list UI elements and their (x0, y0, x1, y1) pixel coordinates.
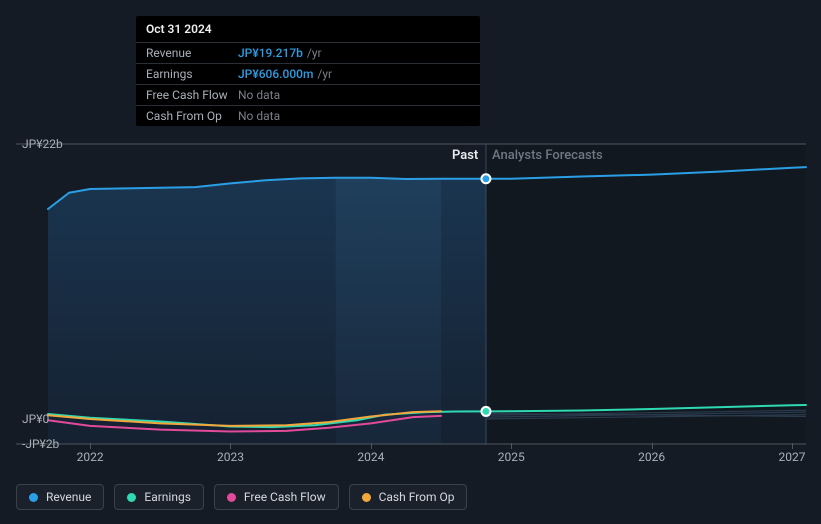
legend-dot-icon (227, 493, 236, 502)
x-tick-mark (371, 443, 372, 449)
x-tick-mark (511, 443, 512, 449)
chart-tooltip: Oct 31 2024RevenueJP¥19.217b/yrEarningsJ… (136, 16, 480, 126)
tooltip-row-value: No data (238, 109, 280, 123)
tooltip-row: Cash From OpNo data (136, 105, 480, 126)
tooltip-row-label: Revenue (146, 46, 238, 60)
crosshair-dot-revenue (481, 174, 490, 183)
legend-item-fcf[interactable]: Free Cash Flow (214, 484, 339, 510)
tooltip-row-value: No data (238, 88, 280, 102)
tooltip-row-label: Cash From Op (146, 109, 238, 123)
x-tick-label: 2023 (217, 450, 244, 464)
tooltip-row-value: JP¥19.217b (238, 46, 303, 60)
tooltip-row-label: Free Cash Flow (146, 88, 238, 102)
tooltip-row-value: JP¥606.000m (238, 67, 313, 81)
tooltip-row: RevenueJP¥19.217b/yr (136, 42, 480, 63)
x-tick-label: 2027 (778, 450, 805, 464)
legend-item-cfo[interactable]: Cash From Op (349, 484, 468, 510)
x-tick-label: 2024 (357, 450, 384, 464)
crosshair-dot-earnings (481, 407, 490, 416)
x-tick-mark (230, 443, 231, 449)
section-label-past: Past (452, 148, 478, 163)
x-tick-mark (792, 443, 793, 449)
legend: Revenue Earnings Free Cash Flow Cash From O… (16, 484, 467, 510)
tooltip-row: Free Cash FlowNo data (136, 84, 480, 105)
x-tick-label: 2022 (77, 450, 104, 464)
y-tick-label: -JP¥2b (22, 437, 59, 451)
tooltip-date: Oct 31 2024 (136, 16, 480, 42)
x-tick-label: 2026 (638, 450, 665, 464)
tooltip-row: EarningsJP¥606.000m/yr (136, 63, 480, 84)
tooltip-row-unit: /yr (307, 46, 322, 60)
x-tick-label: 2025 (498, 450, 525, 464)
y-tick-label: JP¥22b (22, 137, 63, 151)
legend-item-earnings[interactable]: Earnings (114, 484, 204, 510)
y-tick-label: JP¥0 (22, 412, 49, 426)
legend-item-label: Cash From Op (379, 490, 455, 504)
x-tick-mark (90, 443, 91, 449)
tooltip-row-unit: /yr (317, 67, 332, 81)
legend-item-revenue[interactable]: Revenue (16, 484, 104, 510)
forecast-bg (486, 144, 806, 444)
legend-item-label: Free Cash Flow (244, 490, 326, 504)
legend-item-label: Earnings (144, 490, 191, 504)
x-tick-mark (652, 443, 653, 449)
legend-item-label: Revenue (46, 490, 91, 504)
legend-dot-icon (29, 493, 38, 502)
section-label-forecast: Analysts Forecasts (492, 148, 603, 163)
legend-dot-icon (362, 493, 371, 502)
highlight-area-fill (336, 178, 441, 444)
tooltip-row-label: Earnings (146, 67, 238, 81)
legend-dot-icon (127, 493, 136, 502)
